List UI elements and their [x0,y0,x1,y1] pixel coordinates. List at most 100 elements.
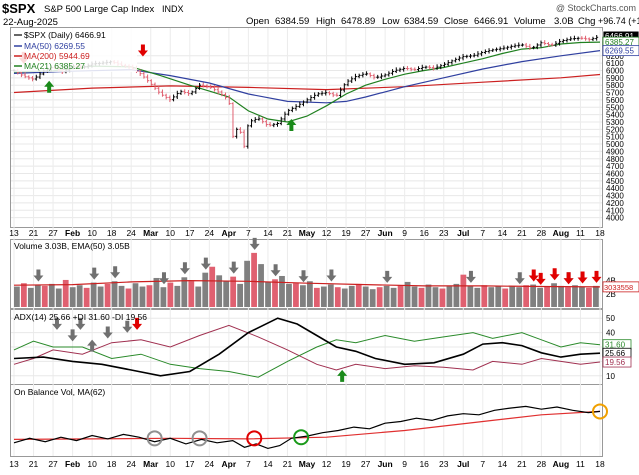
volume-bar [104,283,111,307]
volume-bars [14,252,599,307]
volume-bar [97,286,104,307]
price-tick-label: 4300 [606,192,624,201]
volume-bar [425,284,432,307]
x-tick-label: 7 [480,459,485,469]
volume-ema-line [13,279,601,288]
volume-arrow-gray [249,237,260,250]
volume-bar [181,277,188,307]
volume-bar [223,281,230,307]
x-tick-label: 19 [341,228,351,238]
exchange-label: INDX [162,4,184,14]
price-tick-label: 5700 [606,89,624,98]
adx-tag-box [602,356,632,368]
obv-signal-circle [246,430,263,447]
price-y-axis: 4000410042004300440045004600470048004900… [606,52,624,223]
price-tick-label: 4700 [606,162,624,171]
price-tick-label: 5600 [606,96,624,105]
obv-ma-line [13,410,601,440]
close-label: Close [444,16,468,27]
volume-tag-label: 3033558 [604,283,633,292]
x-tick-label: 12 [322,228,332,238]
volume-bar [313,287,320,307]
volume-bar [300,285,306,307]
volume-arrow-gray [89,267,100,280]
low-value: 6384.59 [404,16,438,27]
volume-bar [502,288,509,307]
volume-bar [453,283,460,307]
x-tick-label: 17 [185,228,195,238]
x-tick-label: 7 [246,228,251,238]
price-signal-arrow [44,80,55,93]
open-value: 6384.59 [275,16,309,27]
x-tick-label: 14 [498,228,508,238]
volume-bar [327,284,334,307]
volume-bar [586,287,592,307]
x-axis-dates-bottom: 13 21 27 Feb 10 18 24 Mar 10 17 24 Apr 7 14 21 May 12 19 2… [9,459,605,469]
volume-bar [509,286,516,307]
volume-bar [593,285,599,307]
x-tick-label: 18 [107,459,117,469]
volume-tag-box [602,281,639,293]
volume-bar [481,285,488,307]
x-tick-label: Mar [143,459,159,469]
volume-arrow-red [563,272,574,285]
volume-bar [362,286,369,307]
volume-bar [202,272,209,307]
volume-bar [411,286,418,307]
adx-signal-arrow [75,317,86,330]
adx-line [13,317,601,377]
legend-ma21: MA(21) 6385.27 [24,61,85,71]
volume-bar [341,288,348,307]
x-tick-label: 10 [166,459,176,469]
legend-ma50: MA(50) 6269.55 [24,41,85,51]
adx-signal-arrow [51,317,62,330]
price-tick-label: 6000 [606,66,624,75]
adx-signal-arrow [122,320,133,333]
volume-bar [544,286,550,307]
x-tick-label: 14 [263,459,273,469]
volume-bar [376,287,383,307]
open-label: Open [246,16,269,27]
volume-value: 3.0B [554,16,574,27]
volume-arrow-gray [179,262,190,275]
x-tick-label: 11 [576,459,585,469]
x-tick-label: 18 [595,228,605,238]
plus-di-line [13,332,601,378]
volume-bar [111,281,118,307]
x-tick-label: Feb [65,459,80,469]
volume-arrow-red [577,271,588,284]
adx-tag-label: 19.56 [605,358,626,367]
x-tick-label: 9 [402,459,407,469]
x-tick-label: May [299,459,316,469]
volume-arrow-gray [514,272,525,285]
x-tick-label: 9 [402,228,407,238]
volume-bar [216,275,223,307]
volume-bar [286,283,292,307]
price-tag-label: 6466.91 [605,32,634,41]
volume-bar [14,286,20,307]
volume-bar [41,285,48,307]
volume-arrow-red [549,268,560,281]
adx-signal-arrow [87,339,98,352]
adx-signal-arrow [102,326,113,339]
volume-bar [523,285,530,307]
x-tick-label: Jul [457,459,469,469]
x-tick-label: 28 [537,459,547,469]
price-tick-label: 4800 [606,155,624,164]
x-tick-label: 21 [29,228,39,238]
volume-bar [279,275,285,307]
volume-bar [460,274,467,307]
adx-signal-arrow [132,317,143,330]
price-tick-label: 6100 [606,59,624,68]
volume-tick-label: 2B [606,290,616,299]
volume-arrow-gray [33,269,44,282]
volume-bar [320,286,327,307]
volume-arrow-red [591,270,602,283]
adx-tag-label: 25.66 [605,349,626,358]
x-tick-label: 13 [9,228,19,238]
volume-bar [272,279,278,307]
price-tick-label: 4600 [606,169,624,178]
